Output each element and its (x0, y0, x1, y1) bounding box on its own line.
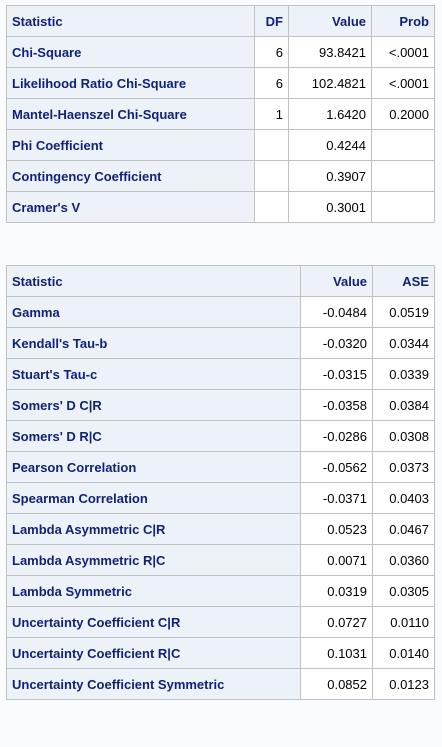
row-label-statistic: Spearman Correlation (6, 482, 301, 514)
cell-ase: 0.0360 (372, 544, 435, 576)
row-label-statistic: Mantel-Haenszel Chi-Square (6, 98, 255, 130)
table-row: Somers' D C|R -0.0358 0.0384 (6, 389, 435, 421)
cell-prob: <.0001 (371, 67, 435, 99)
column-header-prob: Prob (371, 5, 435, 37)
row-label-statistic: Gamma (6, 296, 301, 328)
column-header-value: Value (288, 5, 372, 37)
column-header-ase: ASE (372, 265, 435, 297)
row-label-statistic: Uncertainty Coefficient C|R (6, 606, 301, 638)
cell-prob: <.0001 (371, 36, 435, 68)
table-row: Chi-Square 6 93.8421 <.0001 (6, 36, 435, 68)
cell-df (254, 160, 289, 192)
row-label-statistic: Contingency Coefficient (6, 160, 255, 192)
row-label-statistic: Stuart's Tau-c (6, 358, 301, 390)
table-row: Contingency Coefficient 0.3907 (6, 160, 435, 192)
cell-value: 0.3907 (288, 160, 372, 192)
table-row: Mantel-Haenszel Chi-Square 1 1.6420 0.2000 (6, 98, 435, 130)
column-header-value: Value (300, 265, 373, 297)
cell-value: 0.0319 (300, 575, 373, 607)
cell-ase: 0.0384 (372, 389, 435, 421)
row-label-statistic: Cramer's V (6, 191, 255, 223)
table-row: Lambda Symmetric 0.0319 0.0305 (6, 575, 435, 607)
table-row: Kendall's Tau-b -0.0320 0.0344 (6, 327, 435, 359)
cell-ase: 0.0339 (372, 358, 435, 390)
table-row: Spearman Correlation -0.0371 0.0403 (6, 482, 435, 514)
cell-value: -0.0320 (300, 327, 373, 359)
cell-prob (371, 129, 435, 161)
row-label-statistic: Phi Coefficient (6, 129, 255, 161)
cell-ase: 0.0373 (372, 451, 435, 483)
table-row: Pearson Correlation -0.0562 0.0373 (6, 451, 435, 483)
row-label-statistic: Somers' D C|R (6, 389, 301, 421)
cell-df (254, 191, 289, 223)
row-label-statistic: Chi-Square (6, 36, 255, 68)
table-row: Phi Coefficient 0.4244 (6, 129, 435, 161)
table-row: Somers' D R|C -0.0286 0.0308 (6, 420, 435, 452)
cell-df: 1 (254, 98, 289, 130)
cell-df: 6 (254, 36, 289, 68)
cell-value: 102.4821 (288, 67, 372, 99)
table-row: Uncertainty Coefficient Symmetric 0.0852 0… (6, 668, 435, 700)
cell-ase: 0.0344 (372, 327, 435, 359)
cell-df (254, 129, 289, 161)
chi-square-table: Statistic DF Value Prob Chi-Square 6 93.84… (6, 5, 435, 223)
column-header-statistic: Statistic (6, 5, 255, 37)
row-label-statistic: Somers' D R|C (6, 420, 301, 452)
table-header-row: Statistic DF Value Prob (6, 5, 435, 37)
cell-value: -0.0484 (300, 296, 373, 328)
cell-value: 0.0071 (300, 544, 373, 576)
cell-value: 1.6420 (288, 98, 372, 130)
cell-prob (371, 191, 435, 223)
cell-value: -0.0286 (300, 420, 373, 452)
cell-ase: 0.0467 (372, 513, 435, 545)
cell-ase: 0.0110 (372, 606, 435, 638)
table-row: Uncertainty Coefficient R|C 0.1031 0.0140 (6, 637, 435, 669)
table-row: Lambda Asymmetric R|C 0.0071 0.0360 (6, 544, 435, 576)
cell-ase: 0.0123 (372, 668, 435, 700)
row-label-statistic: Lambda Asymmetric R|C (6, 544, 301, 576)
cell-value: 0.4244 (288, 129, 372, 161)
cell-df: 6 (254, 67, 289, 99)
cell-value: 0.3001 (288, 191, 372, 223)
column-header-df: DF (254, 5, 289, 37)
row-label-statistic: Kendall's Tau-b (6, 327, 301, 359)
table-row: Uncertainty Coefficient C|R 0.0727 0.0110 (6, 606, 435, 638)
cell-ase: 0.0519 (372, 296, 435, 328)
cell-value: 0.0727 (300, 606, 373, 638)
cell-ase: 0.0140 (372, 637, 435, 669)
cell-ase: 0.0403 (372, 482, 435, 514)
cell-ase: 0.0305 (372, 575, 435, 607)
table-row: Lambda Asymmetric C|R 0.0523 0.0467 (6, 513, 435, 545)
row-label-statistic: Uncertainty Coefficient Symmetric (6, 668, 301, 700)
row-label-statistic: Pearson Correlation (6, 451, 301, 483)
cell-value: 0.0523 (300, 513, 373, 545)
row-label-statistic: Likelihood Ratio Chi-Square (6, 67, 255, 99)
cell-value: -0.0315 (300, 358, 373, 390)
table-header-row: Statistic Value ASE (6, 265, 435, 297)
cell-ase: 0.0308 (372, 420, 435, 452)
table-row: Cramer's V 0.3001 (6, 191, 435, 223)
cell-value: 0.1031 (300, 637, 373, 669)
cell-value: -0.0358 (300, 389, 373, 421)
row-label-statistic: Lambda Symmetric (6, 575, 301, 607)
table-row: Likelihood Ratio Chi-Square 6 102.4821 <.00… (6, 67, 435, 99)
row-label-statistic: Lambda Asymmetric C|R (6, 513, 301, 545)
table-row: Gamma -0.0484 0.0519 (6, 296, 435, 328)
table-row: Stuart's Tau-c -0.0315 0.0339 (6, 358, 435, 390)
cell-prob: 0.2000 (371, 98, 435, 130)
column-header-statistic: Statistic (6, 265, 301, 297)
cell-prob (371, 160, 435, 192)
cell-value: 93.8421 (288, 36, 372, 68)
association-measures-table: Statistic Value ASE Gamma -0.0484 0.0519 Ke… (6, 265, 435, 700)
cell-value: -0.0562 (300, 451, 373, 483)
cell-value: -0.0371 (300, 482, 373, 514)
row-label-statistic: Uncertainty Coefficient R|C (6, 637, 301, 669)
cell-value: 0.0852 (300, 668, 373, 700)
